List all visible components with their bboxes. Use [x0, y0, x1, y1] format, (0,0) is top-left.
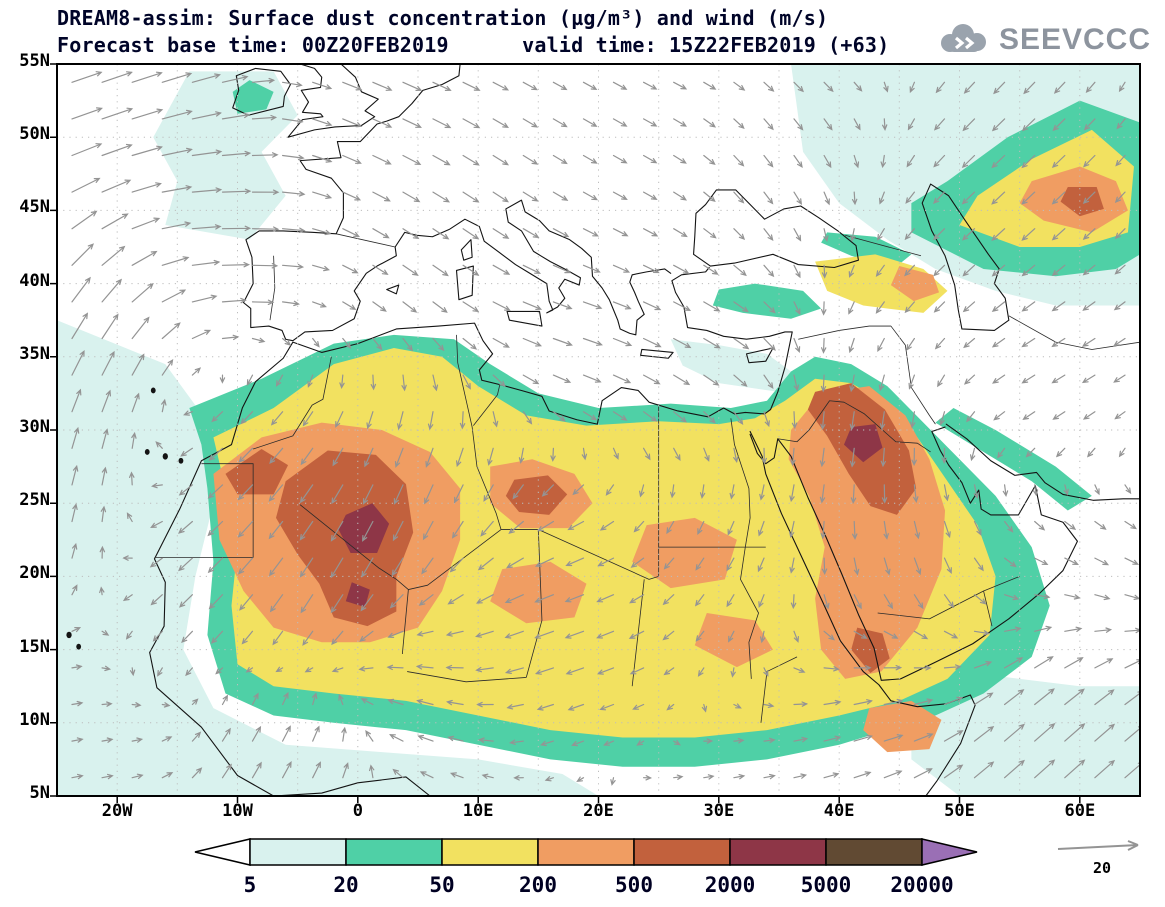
- colorbar-segment: [825, 838, 923, 866]
- country-borders: [154, 234, 1140, 723]
- colorbar-segment: [633, 838, 731, 866]
- colorbar-level-label: 5000: [801, 873, 852, 897]
- map-frame: [56, 63, 1141, 797]
- colorbar-level-label: 20000: [890, 873, 953, 897]
- wind-reference-svg: 20: [1057, 840, 1139, 877]
- colorbar-legend: 5 20 50 200 500 2000 5000 20000: [150, 833, 1030, 905]
- x-axis-label: 50E: [944, 801, 975, 821]
- y-axis-label: 40N: [19, 270, 50, 291]
- y-axis-label: 10N: [19, 709, 50, 730]
- x-axis-label: 40E: [823, 801, 855, 821]
- y-axis-label: 20N: [19, 563, 50, 584]
- x-axis-label: 20E: [583, 801, 614, 821]
- y-axis-label: 25N: [19, 490, 50, 511]
- y-axis-label: 50N: [19, 124, 50, 145]
- colorbar-segment: [345, 838, 443, 866]
- nile-river: [731, 418, 759, 679]
- wind-vector-layer: [71, 71, 1140, 786]
- reference-arrow-label: 20: [1093, 859, 1111, 877]
- y-axis-label: 30N: [19, 417, 50, 437]
- reference-arrow-icon: [1057, 840, 1139, 851]
- colorbar-level-label: 2000: [705, 873, 756, 897]
- axis-tick-marks: [50, 63, 1081, 803]
- map-svg: [50, 63, 1141, 803]
- x-axis-label: 10E: [462, 801, 494, 821]
- chart-subtitle: Forecast base time: 00Z20FEB2019 valid t…: [57, 33, 890, 57]
- dust-level-2000-5000: [338, 424, 883, 608]
- chart-title: DREAM8-assim: Surface dust concentration…: [57, 6, 829, 30]
- colorbar-left-triangle: [194, 838, 251, 866]
- seevccc-logo: SEEVCCC: [935, 20, 1151, 60]
- lat-lon-gridlines: [57, 64, 1140, 796]
- x-axis-label: 10W: [222, 801, 253, 821]
- y-axis-label: 5N: [29, 783, 50, 803]
- logo-text: SEEVCCC: [998, 23, 1151, 56]
- colorbar-level-label: 5: [244, 873, 257, 897]
- x-axis-label: 30E: [703, 801, 735, 821]
- x-axis-label: 20W: [101, 801, 133, 821]
- colorbar-level-label: 50: [429, 873, 454, 897]
- x-axis-label: 0: [352, 801, 363, 821]
- colorbar-segment: [249, 838, 347, 866]
- colorbar-segment: [441, 838, 539, 866]
- colorbar-segment: [729, 838, 827, 866]
- y-axis-label: 45N: [19, 197, 50, 218]
- dust-field-layer: [57, 64, 1140, 796]
- x-axis-label: 60E: [1064, 801, 1096, 821]
- y-axis-label: 15N: [19, 636, 50, 657]
- colorbar-svg: 5 20 50 200 500 2000 5000 20000: [194, 838, 978, 897]
- colorbar-level-label: 500: [615, 873, 653, 897]
- y-axis-label: 35N: [19, 343, 50, 364]
- cloud-logo-icon: [940, 24, 986, 52]
- y-axis-label: 55N: [19, 51, 50, 71]
- colorbar-level-label: 200: [519, 873, 557, 897]
- colorbar-segment: [537, 838, 635, 866]
- colorbar-level-label: 20: [333, 873, 358, 897]
- map-canvas: [49, 60, 1148, 808]
- colorbar-right-triangle: [921, 838, 978, 866]
- coastlines: [66, 64, 1140, 796]
- wind-reference: 20: [1050, 833, 1160, 893]
